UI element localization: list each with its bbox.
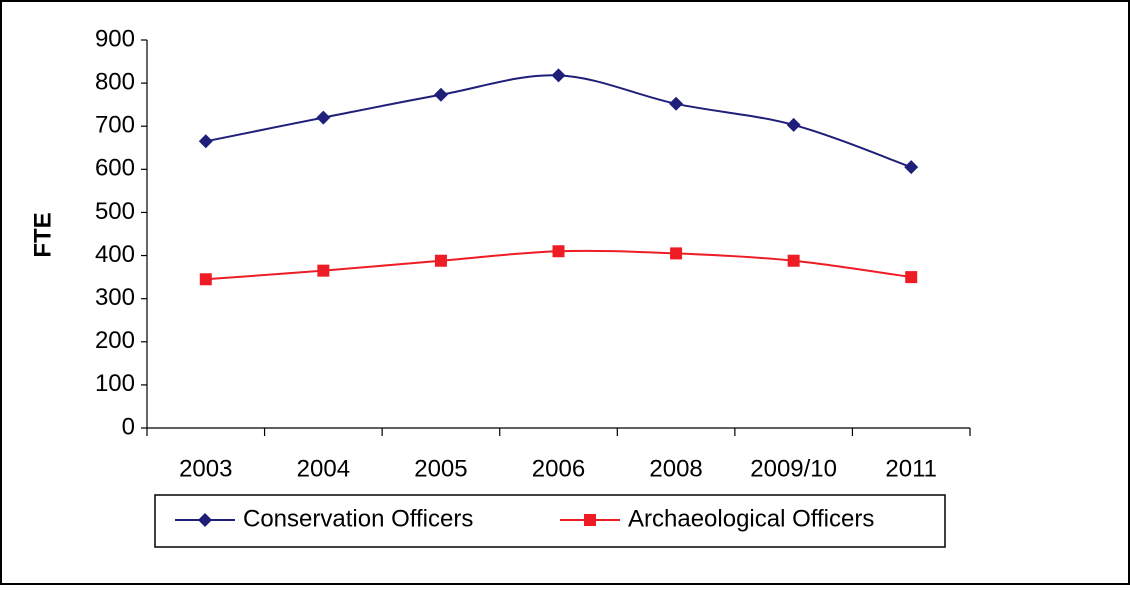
data-point [787, 254, 800, 267]
y-tick-label: 400 [95, 241, 135, 268]
x-tick-label: 2004 [297, 455, 350, 482]
legend-label: Archaeological Officers [628, 505, 874, 532]
legend-marker [584, 514, 596, 526]
data-point [433, 87, 448, 102]
legend-marker [198, 513, 212, 527]
y-axis-label: FTE [29, 212, 56, 257]
y-tick-label: 100 [95, 370, 135, 397]
x-tick-label: 2005 [414, 455, 467, 482]
y-tick-label: 700 [95, 112, 135, 139]
x-tick-label: 2003 [179, 455, 232, 482]
data-point [199, 273, 212, 286]
data-point [198, 134, 213, 149]
data-point [317, 264, 330, 277]
legend-label: Conservation Officers [243, 505, 473, 532]
x-tick-label: 2006 [532, 455, 585, 482]
x-tick-label: 2008 [649, 455, 702, 482]
data-point [316, 110, 331, 125]
data-point [434, 254, 447, 267]
data-point [904, 160, 919, 175]
y-tick-label: 800 [95, 68, 135, 95]
y-tick-label: 900 [95, 25, 135, 52]
y-tick-label: 200 [95, 327, 135, 354]
data-point [669, 96, 684, 111]
data-point [551, 68, 566, 83]
data-point [670, 247, 683, 260]
y-tick-label: 600 [95, 155, 135, 182]
data-point [552, 245, 565, 258]
x-tick-label: 2009/10 [750, 455, 837, 482]
y-tick-label: 0 [122, 413, 135, 440]
legend-box [154, 494, 946, 548]
y-tick-label: 300 [95, 284, 135, 311]
x-tick-label: 2011 [885, 455, 937, 482]
y-tick-label: 500 [95, 198, 135, 225]
data-point [786, 117, 801, 132]
data-point [905, 271, 918, 284]
